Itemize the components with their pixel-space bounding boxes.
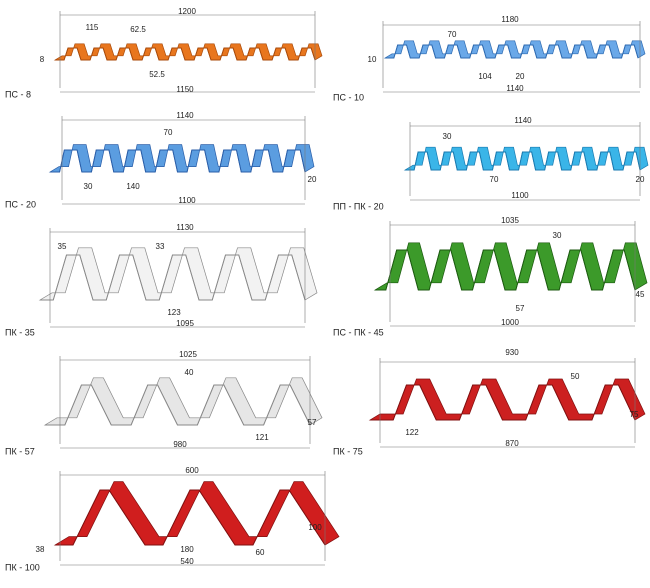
sheet-edge — [50, 149, 306, 173]
dimension-label: 140 — [126, 182, 140, 191]
dimension-label: 62.5 — [130, 25, 146, 34]
dimension-label: 1035 — [501, 216, 519, 225]
dimension-label: 600 — [185, 466, 199, 475]
dimension-label: 121 — [255, 433, 269, 442]
profile-name: ПК - 100 — [5, 562, 40, 572]
sheet-edge — [45, 384, 311, 426]
profile-name: ПК - 35 — [5, 327, 35, 337]
sheet-edge — [55, 489, 326, 546]
dimension-label: 10 — [368, 55, 377, 64]
dimension-label: 1140 — [506, 84, 524, 93]
dimension-label: 70 — [490, 175, 499, 184]
sheet-profile — [48, 144, 315, 173]
dimension-label: 1130 — [176, 223, 194, 232]
profile-name: ПК - 75 — [333, 446, 363, 456]
sheet-edge — [370, 384, 636, 421]
dimension-label: 180 — [180, 545, 194, 554]
dimension-label: 104 — [478, 72, 492, 81]
sheet-edge — [40, 254, 306, 301]
sheet-edge — [405, 151, 641, 171]
dimension-label: 33 — [156, 242, 165, 251]
dimension-label: 70 — [448, 30, 457, 39]
sheet-profile — [38, 247, 318, 301]
sheet-profile — [383, 40, 646, 59]
dimension-label: 52.5 — [149, 70, 165, 79]
dimension-label: 8 — [40, 55, 45, 64]
dimension-label: 30 — [553, 231, 562, 240]
dimension-label: 115 — [86, 23, 99, 32]
dimension-label: 35 — [58, 242, 67, 251]
profile-name: ПК - 57 — [5, 446, 35, 456]
dimension-label: 40 — [185, 368, 194, 377]
sheet-edge — [55, 47, 316, 61]
dimension-label: 1180 — [501, 15, 519, 24]
sheet-profile — [373, 242, 648, 291]
dimension-label: 1000 — [501, 318, 519, 327]
dimension-label: 1140 — [176, 111, 194, 120]
dimension-label: 1140 — [514, 116, 532, 125]
profile-name: ПС - 10 — [333, 92, 364, 102]
profile-name: ПП - ПК - 20 — [333, 201, 384, 211]
dimension-label: 30 — [443, 132, 452, 141]
dimension-label: 870 — [505, 439, 519, 448]
dimension-label: 50 — [571, 372, 580, 381]
dimension-label: 30 — [84, 182, 93, 191]
dimension-label: 123 — [167, 308, 181, 317]
dimension-label: 45 — [636, 290, 645, 299]
dimension-label: 20 — [516, 72, 525, 81]
dimension-label: 980 — [173, 440, 187, 449]
dimension-label: 1150 — [176, 85, 194, 94]
sheet-edge — [385, 44, 639, 59]
dimension-label: 1200 — [178, 7, 196, 16]
dimension-label: 1095 — [176, 319, 194, 328]
dimension-label: 60 — [256, 548, 265, 557]
sheet-profile — [53, 481, 340, 546]
profile-name: ПС - 8 — [5, 89, 31, 99]
dimension-label: 930 — [505, 348, 519, 357]
dimension-label: 70 — [164, 128, 173, 137]
dimension-label: 57 — [308, 418, 317, 427]
dimension-label: 20 — [636, 175, 645, 184]
dimension-label: 75 — [630, 410, 639, 419]
dimension-label: 20 — [308, 175, 317, 184]
dimension-label: 100 — [308, 523, 322, 532]
dimension-label: 1025 — [179, 350, 197, 359]
dimension-label: 122 — [405, 428, 419, 437]
dimension-label: 38 — [36, 545, 45, 554]
dimension-label: 57 — [516, 304, 525, 313]
dimension-label: 1100 — [511, 191, 529, 200]
profile-name: ПС - ПК - 45 — [333, 327, 384, 337]
dimension-label: 540 — [180, 557, 194, 566]
sheet-edge — [375, 249, 636, 291]
dimension-label: 1100 — [178, 196, 196, 205]
sheet-profile — [53, 43, 323, 61]
profile-name: ПС - 20 — [5, 199, 36, 209]
